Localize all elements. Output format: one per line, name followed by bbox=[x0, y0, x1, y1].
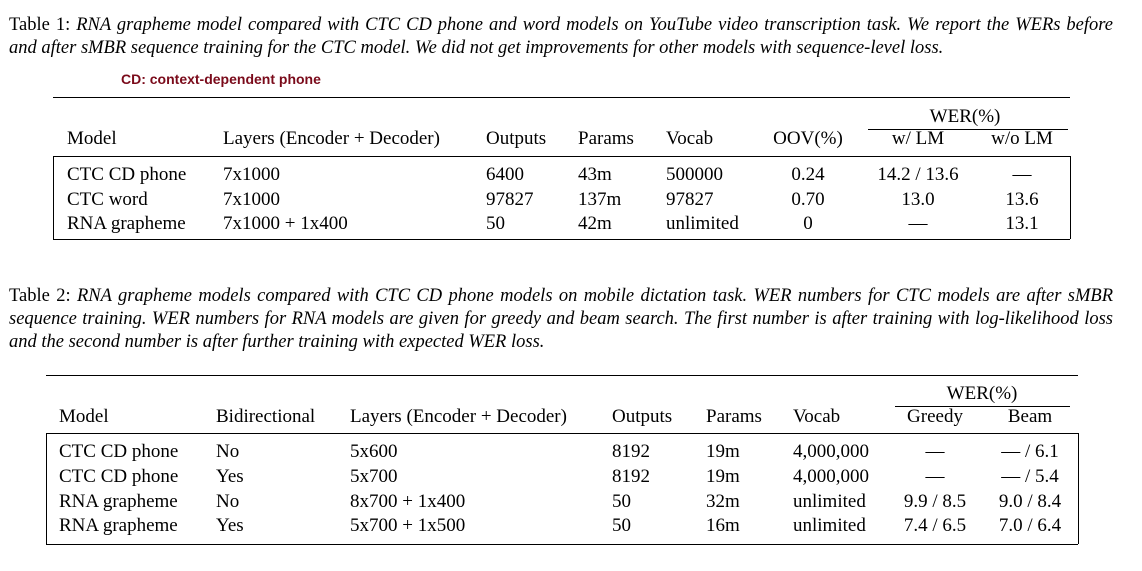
table2-cell: 4,000,000 bbox=[793, 441, 869, 462]
table1-cell: 13.0 bbox=[901, 189, 935, 210]
table1-cell: 7x1000 + 1x400 bbox=[223, 213, 348, 234]
table1-cell: 7x1000 bbox=[223, 164, 280, 185]
table1-cell: — bbox=[1012, 164, 1032, 185]
table1-cell: unlimited bbox=[666, 213, 739, 234]
table1-cell: RNA grapheme bbox=[67, 213, 186, 234]
table2-col-header: Outputs bbox=[612, 406, 673, 427]
table2-cell: 50 bbox=[612, 491, 631, 512]
table1-cell: 0.24 bbox=[791, 164, 825, 185]
table2-cell: CTC CD phone bbox=[59, 466, 179, 487]
table2-vline-right bbox=[1078, 433, 1079, 544]
table1-cell: 14.2 / 13.6 bbox=[877, 164, 959, 185]
table2-cell: No bbox=[216, 491, 240, 512]
table2-cell: — bbox=[925, 466, 945, 487]
table2-col-header: Bidirectional bbox=[216, 406, 316, 427]
table2-cell: 9.0 / 8.4 bbox=[998, 491, 1062, 512]
table1-caption-text: RNA grapheme model compared with CTC CD … bbox=[9, 15, 1114, 58]
annotation-note: CD: context-dependent phone bbox=[121, 71, 321, 87]
table1-cell: CTC CD phone bbox=[67, 164, 187, 185]
table2-col-header: Params bbox=[706, 406, 762, 427]
table2-cell: — / 6.1 bbox=[1001, 441, 1059, 462]
table2-group-rule bbox=[895, 406, 1070, 407]
table1-cell: — bbox=[908, 213, 928, 234]
table1-group-rule bbox=[868, 129, 1068, 130]
table2-cell: 4,000,000 bbox=[793, 466, 869, 487]
table2-cell: — / 5.4 bbox=[1001, 466, 1059, 487]
table2-cell: 7.0 / 6.4 bbox=[998, 515, 1062, 536]
table2-col-header: Beam bbox=[1007, 406, 1053, 427]
table1-col-header: Model bbox=[67, 128, 117, 149]
table1-caption: Table 1: RNA grapheme model compared wit… bbox=[9, 14, 1113, 60]
table1-vline-left bbox=[53, 156, 54, 239]
table2-col-header: Vocab bbox=[793, 406, 841, 427]
table1-caption-label: Table 1: bbox=[9, 15, 71, 35]
table2-cell: 8192 bbox=[612, 466, 650, 487]
table1-col-header: w/ LM bbox=[891, 128, 945, 149]
table2-cell: 7.4 / 6.5 bbox=[903, 515, 967, 536]
table2-cell: 19m bbox=[706, 466, 740, 487]
table2-cell: 5x700 + 1x500 bbox=[350, 515, 466, 536]
table2-cell: RNA grapheme bbox=[59, 515, 178, 536]
table1-header-rule bbox=[53, 156, 1070, 157]
table1-col-header: Params bbox=[578, 128, 634, 149]
table1-bottom-rule bbox=[53, 239, 1070, 240]
table1-cell: 6400 bbox=[486, 164, 524, 185]
table1-cell: 97827 bbox=[486, 189, 534, 210]
table1-cell: 0.70 bbox=[791, 189, 825, 210]
table2-cell: 32m bbox=[706, 491, 740, 512]
table1-cell: 500000 bbox=[666, 164, 723, 185]
table2-cell: 19m bbox=[706, 441, 740, 462]
table1-col-header: w/o LM bbox=[991, 128, 1053, 149]
table1-cell: 7x1000 bbox=[223, 189, 280, 210]
table2-vline-left bbox=[46, 433, 47, 544]
table2-cell: 5x700 bbox=[350, 466, 398, 487]
table2-caption-label: Table 2: bbox=[9, 286, 71, 306]
table2-cell: Yes bbox=[216, 515, 244, 536]
table2-cell: 8x700 + 1x400 bbox=[350, 491, 466, 512]
table2-group-header: WER(%) bbox=[946, 383, 1018, 404]
table2-header-rule bbox=[46, 433, 1078, 434]
table2-caption: Table 2: RNA grapheme models compared wi… bbox=[9, 285, 1113, 354]
table2-cell: CTC CD phone bbox=[59, 441, 179, 462]
table2-cell: Yes bbox=[216, 466, 244, 487]
table2-cell: 8192 bbox=[612, 441, 650, 462]
table1-cell: 50 bbox=[486, 213, 505, 234]
table1-cell: CTC word bbox=[67, 189, 148, 210]
table2-cell: 9.9 / 8.5 bbox=[903, 491, 967, 512]
table2-cell: 16m bbox=[706, 515, 740, 536]
table2-cell: unlimited bbox=[793, 491, 866, 512]
table1-col-header: Vocab bbox=[666, 128, 714, 149]
table1-vline-right bbox=[1070, 156, 1071, 239]
table2-caption-text: RNA grapheme models compared with CTC CD… bbox=[9, 286, 1114, 352]
table2-bottom-rule bbox=[46, 544, 1078, 545]
table2-cell: No bbox=[216, 441, 240, 462]
table2-cell: — bbox=[925, 441, 945, 462]
table2-cell: RNA grapheme bbox=[59, 491, 178, 512]
table1-cell: 97827 bbox=[666, 189, 714, 210]
table1-cell: 13.1 bbox=[1005, 213, 1039, 234]
table1-col-header: Layers (Encoder + Decoder) bbox=[223, 128, 440, 149]
table2-cell: unlimited bbox=[793, 515, 866, 536]
table2-col-header: Greedy bbox=[907, 406, 963, 427]
table2-cell: 5x600 bbox=[350, 441, 398, 462]
table2-cell: 50 bbox=[612, 515, 631, 536]
table1-top-rule bbox=[53, 97, 1070, 98]
table1-cell: 43m bbox=[578, 164, 612, 185]
table1-cell: 13.6 bbox=[1005, 189, 1039, 210]
table1-cell: 137m bbox=[578, 189, 622, 210]
table2-col-header: Model bbox=[59, 406, 109, 427]
table1-cell: 0 bbox=[803, 213, 813, 234]
table2-top-rule bbox=[46, 375, 1078, 376]
table1-col-header: OOV(%) bbox=[773, 128, 843, 149]
table1-col-header: Outputs bbox=[486, 128, 547, 149]
table2-col-header: Layers (Encoder + Decoder) bbox=[350, 406, 567, 427]
table1-cell: 42m bbox=[578, 213, 612, 234]
table1-group-header: WER(%) bbox=[929, 106, 1001, 127]
